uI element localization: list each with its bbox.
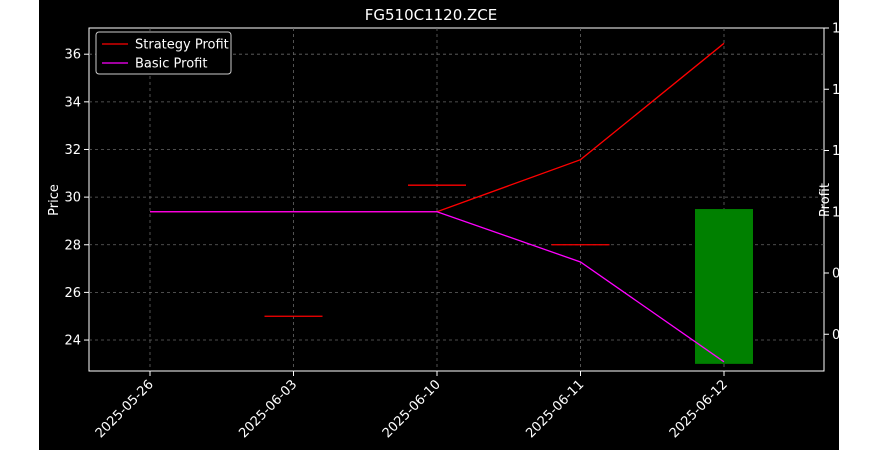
y-tick-label-left: 24	[64, 334, 81, 349]
legend-label-strategy: Strategy Profit	[135, 38, 229, 53]
y-tick-label-left: 32	[64, 143, 81, 158]
y-tick-label-right: 0.8	[832, 328, 839, 343]
chart-figure: 2025-05-26 2025-06-03 2025-06-10 2025-06-11…	[39, 0, 839, 450]
chart-svg: 2025-05-26 2025-06-03 2025-06-10 2025-06-11…	[47, 6, 839, 441]
y-axis-label-right: Profit	[818, 183, 833, 217]
x-tick-label: 2025-06-03	[236, 377, 300, 441]
y-tick-label-right: 1.3	[832, 22, 839, 37]
legend-box	[95, 31, 232, 75]
x-tick-label: 2025-06-11	[523, 377, 587, 441]
legend-label-basic: Basic Profit	[135, 57, 207, 72]
x-tick-label: 2025-05-26	[93, 377, 157, 441]
chart-title: FG510C1120.ZCE	[365, 6, 498, 24]
x-tick-label: 2025-06-10	[380, 377, 444, 441]
y-tick-label-right: 1.1	[832, 144, 839, 159]
legend: Strategy Profit Basic Profit	[95, 31, 232, 75]
price-markers	[264, 184, 610, 317]
y-tick-label-right: 1.0	[832, 205, 839, 220]
price-bar	[695, 209, 753, 364]
x-tick-label: 2025-06-12	[667, 377, 731, 441]
y-tick-label-right: 1.2	[832, 83, 839, 98]
y-tick-label-left: 30	[64, 191, 81, 206]
y-tick-label-left: 36	[64, 48, 81, 63]
y-tick-label-left: 34	[64, 95, 81, 110]
y-tick-label-left: 28	[64, 238, 81, 253]
y-tick-label-left: 26	[64, 286, 81, 301]
y-axis-label-left: Price	[47, 184, 62, 216]
series-lines	[150, 42, 725, 363]
y-tick-label-right: 0.9	[832, 267, 839, 282]
basic-profit-line	[150, 211, 725, 363]
bars	[695, 209, 753, 364]
